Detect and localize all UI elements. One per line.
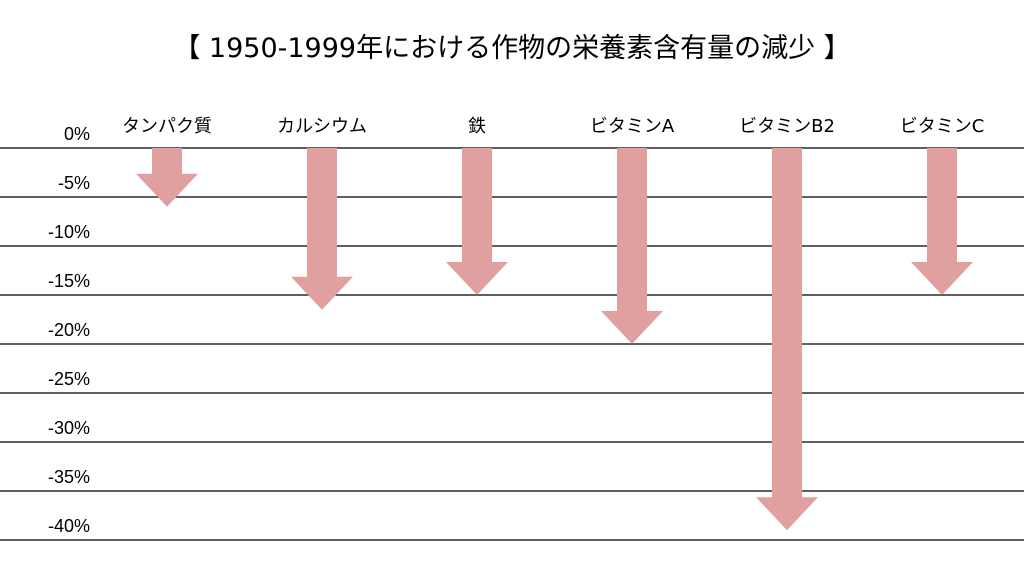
category-label: 鉄 (468, 116, 486, 137)
decrease-arrow (601, 148, 663, 344)
grid-lines (0, 147, 1024, 541)
y-tick-label: -25% (48, 369, 90, 389)
y-tick-label: -15% (48, 271, 90, 291)
category-label: タンパク質 (122, 116, 212, 137)
decrease-arrow (756, 148, 818, 531)
decrease-arrow (911, 148, 973, 295)
y-tick-label: 0% (64, 124, 90, 144)
y-tick-label: -5% (58, 173, 90, 193)
y-tick-label: -30% (48, 418, 90, 438)
y-tick-label: -35% (48, 467, 90, 487)
category-label: カルシウム (277, 116, 367, 137)
category-labels: タンパク質 カルシウム 鉄 ビタミンA ビタミンB2 ビタミンC (122, 116, 984, 137)
y-tick-label: -20% (48, 320, 90, 340)
decrease-arrow (136, 148, 198, 207)
arrow-marks (136, 148, 973, 531)
decrease-arrow (291, 148, 353, 310)
category-label: ビタミンA (590, 116, 675, 137)
y-tick-label: -40% (48, 516, 90, 536)
decrease-arrow (446, 148, 508, 295)
category-label: ビタミンC (900, 116, 985, 137)
y-tick-label: -10% (48, 222, 90, 242)
y-tick-labels: 0% -5% -10% -15% -20% -25% -30% -35% -40% (48, 124, 90, 536)
category-label: ビタミンB2 (739, 116, 835, 137)
chart-title: 【 1950-1999年における作物の栄養素含有量の減少 】 (173, 33, 851, 64)
